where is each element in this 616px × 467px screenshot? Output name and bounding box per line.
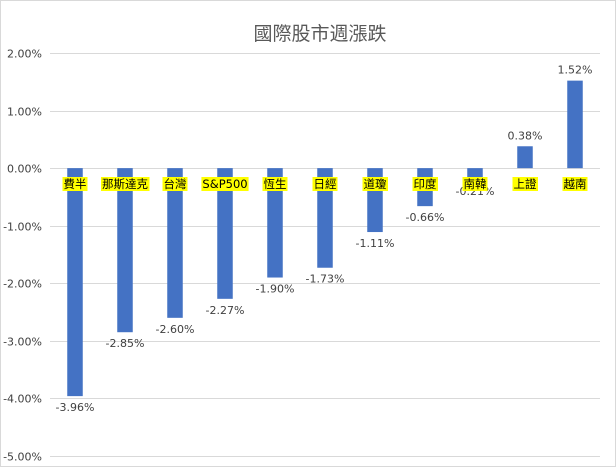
category-text: 南韓: [464, 177, 487, 191]
y-tick-label: 1.00%: [7, 106, 42, 119]
data-label: -3.96%: [56, 401, 95, 414]
category-highlight: [312, 177, 338, 191]
category-highlight: [101, 177, 150, 191]
category-highlight: [62, 177, 88, 191]
bar: [117, 168, 133, 333]
category-text: S&P500: [202, 177, 247, 191]
y-tick-label: -2.00%: [3, 278, 42, 291]
category-text: 恆生: [264, 177, 287, 191]
category-label: 日經: [312, 177, 338, 191]
data-label: -2.85%: [106, 337, 145, 350]
category-label: S&P500: [201, 177, 249, 191]
bar: [167, 168, 183, 318]
data-label: -1.90%: [256, 283, 295, 296]
category-text: 上證: [514, 177, 537, 191]
data-label: 1.52%: [558, 64, 593, 77]
category-label: 南韓: [462, 177, 488, 191]
category-label: 台灣: [162, 177, 188, 191]
data-label: 0.38%: [508, 129, 543, 142]
category-label: 上證: [512, 177, 538, 191]
category-label: 印度: [412, 177, 438, 191]
y-axis-ticks: 2.00% 1.00% 0.00% -1.00% -2.00% -3.00% -4.00% -…: [3, 48, 42, 464]
category-label: 費半: [62, 177, 88, 191]
bar: [217, 168, 233, 299]
y-tick-label: -4.00%: [3, 393, 42, 406]
y-tick-label: 0.00%: [7, 163, 42, 176]
data-label: -1.73%: [306, 273, 345, 286]
category-text: 台灣: [164, 177, 187, 191]
data-label: -1.11%: [356, 237, 395, 250]
category-highlight: [512, 177, 538, 191]
category-text: 日經: [314, 177, 337, 191]
y-tick-label: -1.00%: [3, 221, 42, 234]
data-label: -0.66%: [406, 211, 445, 224]
category-highlight: [412, 177, 438, 191]
category-label: 恆生: [262, 177, 288, 191]
category-label: 越南: [562, 177, 588, 191]
category-text: 越南: [564, 177, 587, 191]
data-label: -2.60%: [156, 323, 195, 336]
category-text: 那斯達克: [102, 177, 148, 191]
bars: [67, 80, 583, 397]
category-label: 道瓊: [362, 177, 388, 191]
y-tick-label: -5.00%: [3, 451, 42, 464]
category-labels: 費半 那斯達克 台灣 S&P500 恆生 日經 道瓊 印度 南韓 上證 越南: [62, 177, 588, 191]
bar: [267, 168, 283, 278]
bar: [67, 168, 83, 397]
y-tick-label: 2.00%: [7, 48, 42, 61]
data-label: -2.27%: [206, 304, 245, 317]
category-highlight: [201, 177, 249, 191]
category-highlight: [562, 177, 588, 191]
category-text: 道瓊: [364, 177, 387, 191]
bar: [517, 146, 533, 169]
category-text: 印度: [414, 177, 437, 191]
chart-title: 國際股市週漲跌: [253, 23, 386, 45]
category-label: 那斯達克: [101, 177, 150, 191]
category-highlight: [462, 177, 488, 191]
category-highlight: [262, 177, 288, 191]
category-text: 費半: [64, 177, 87, 191]
category-highlight: [362, 177, 388, 191]
category-highlight: [162, 177, 188, 191]
y-tick-label: -3.00%: [3, 336, 42, 349]
bar: [567, 80, 583, 169]
bar: [317, 168, 333, 268]
